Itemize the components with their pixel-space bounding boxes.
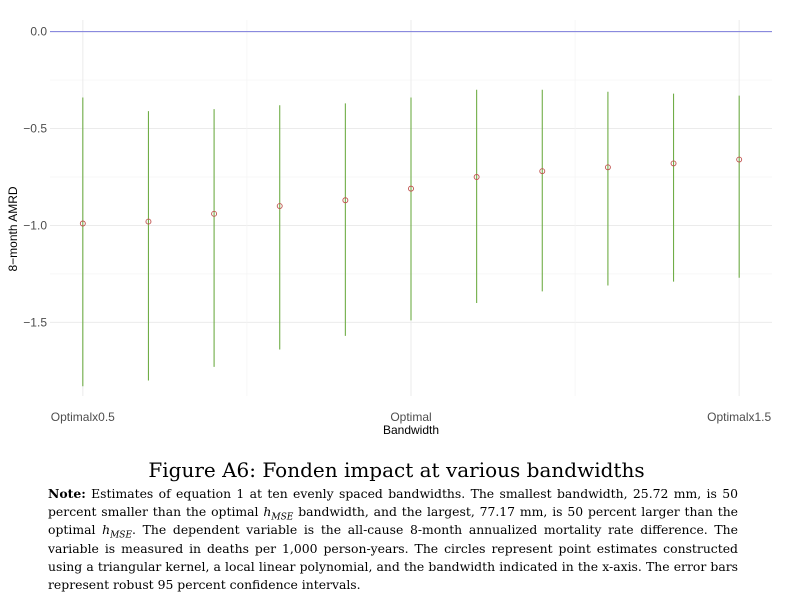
x-tick-label-0: Optimalx0.5 xyxy=(51,410,115,424)
note-label: Note: xyxy=(48,486,86,501)
y-tick-label-2: −1.0 xyxy=(23,218,47,232)
x-axis-ticks: Optimalx0.5 Optimal Optimalx1.5 xyxy=(51,410,772,424)
errorbar-chart: 0.0−0.5−1.0−1.5 Optimalx0.5 Optimal Optima… xyxy=(0,0,793,450)
x-tick-label-2: Optimalx1.5 xyxy=(707,410,771,424)
x-axis-title: Bandwidth xyxy=(383,423,439,437)
note-text-part3: . The dependent variable is the all-caus… xyxy=(48,522,738,592)
y-axis-ticks: 0.0 −0.5 −1.0 −1.5 xyxy=(23,25,47,330)
x-tick-label-1: Optimal xyxy=(390,410,431,424)
h-mse-symbol-1: hMSE xyxy=(263,504,293,519)
y-tick-label-0: 0.0 xyxy=(30,25,47,39)
figure-note: Note: Estimates of equation 1 at ten eve… xyxy=(48,485,738,594)
figure-caption: Figure A6: Fonden impact at various band… xyxy=(0,458,793,482)
h-mse-symbol-2: hMSE xyxy=(102,522,132,537)
y-tick-label-1: −0.5 xyxy=(23,122,47,136)
y-tick-label-3: −1.5 xyxy=(23,315,47,329)
y-axis-title: 8−month AMRD xyxy=(6,186,20,271)
